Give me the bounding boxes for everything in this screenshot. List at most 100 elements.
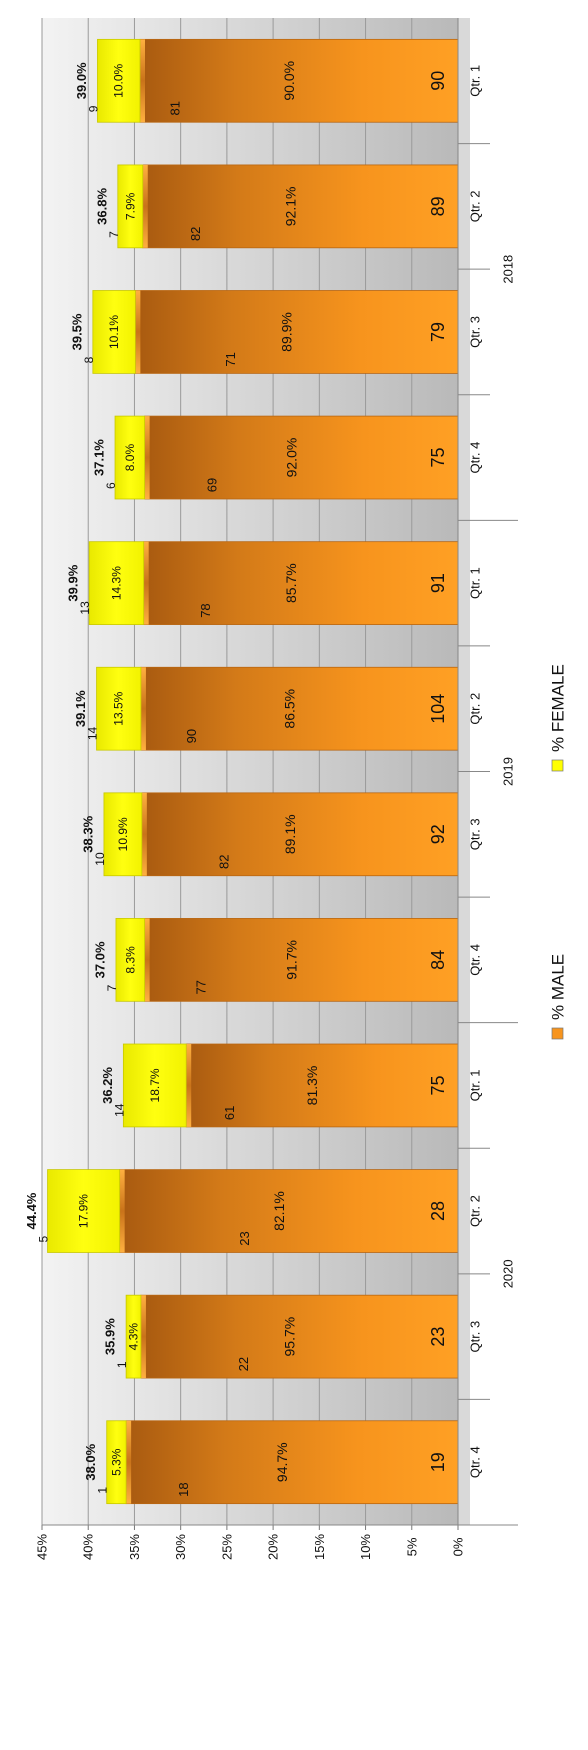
extra-label: 78 [198,603,213,617]
bar-male-cap [139,39,145,123]
bars-layer [47,38,459,1505]
bar-female [115,918,146,1002]
male-count-label: 75 [428,448,448,468]
bar-female [117,164,144,249]
bar-male-cap [144,918,150,1002]
female-count-label: 1 [115,1361,129,1368]
female-pct-label: 4.3% [127,1323,141,1351]
extra-label: 81 [168,101,183,115]
extra-label: 69 [205,478,220,492]
total-label: 36.2% [100,1067,115,1104]
bar-male [185,1043,459,1128]
female-pct-label: 17.9% [77,1194,91,1228]
bar-male-cap [142,164,148,248]
female-pct-label: 8.0% [123,444,137,472]
bar-male-cap [140,667,146,751]
female-pct-label: 10.0% [112,63,126,97]
male-count-label: 79 [428,322,448,342]
quarter-label: Qtr. 3 [468,316,483,348]
male-pct-label: 90.0% [281,61,297,101]
plot-layer [41,18,470,1525]
bar-male [125,1420,459,1505]
total-label: 39.5% [69,313,84,350]
total-label: 38.3% [80,815,95,852]
male-count-label: 92 [428,824,448,844]
quarter-label: Qtr. 2 [468,693,483,725]
male-pct-label: 92.0% [283,438,299,478]
bar-male-cap [135,290,141,374]
total-label: 36.8% [94,188,109,225]
total-label: 44.4% [24,1192,39,1229]
extra-label: 77 [194,980,209,994]
female-count-label: 8 [82,356,96,363]
male-count-label: 28 [428,1201,448,1221]
y-tick-label: 10% [358,1534,373,1560]
female-count-label: 7 [107,231,121,238]
extra-label: 82 [217,854,232,868]
y-tick-label: 40% [81,1534,96,1560]
total-label: 37.1% [92,439,107,476]
male-count-label: 104 [428,694,448,724]
extra-label: 90 [184,729,199,743]
legend-swatch [551,759,564,772]
male-pct-label: 89.9% [279,312,295,352]
bar-male [140,1294,459,1379]
female-count-label: 13 [78,601,92,615]
bar-female [125,1294,142,1379]
female-count-label: 14 [86,726,100,740]
quarter-label: Qtr. 3 [468,1321,483,1353]
y-tick-label: 35% [127,1534,142,1560]
female-count-label: 10 [93,852,107,866]
male-pct-label: 94.7% [274,1442,290,1482]
total-label: 39.1% [73,690,88,727]
extra-label: 82 [188,227,203,241]
extra-label: 71 [223,352,238,366]
male-count-label: 91 [428,573,448,593]
bar-male-cap [140,1295,146,1379]
bar-male [119,1169,459,1253]
female-pct-label: 14.3% [109,566,123,600]
female-pct-label: 7.9% [123,192,137,220]
female-pct-label: 18.7% [148,1068,162,1102]
female-pct-label: 5.3% [109,1448,123,1476]
male-pct-label: 85.7% [283,563,299,603]
legend-swatch [551,1027,564,1040]
male-count-label: 90 [428,71,448,91]
extra-label: 22 [236,1357,251,1371]
bar-male [141,792,459,877]
y-tick-label: 30% [173,1534,188,1560]
bar-male-cap [186,1044,192,1127]
female-pct-label: 10.1% [107,315,121,349]
bar-female [114,415,146,500]
bar-female [47,1169,121,1253]
bar-male-cap [119,1169,125,1253]
male-count-label: 23 [428,1327,448,1347]
quarter-label: Qtr. 3 [468,818,483,850]
quarter-label: Qtr. 1 [468,1070,483,1102]
y-tick-label: 0% [451,1537,466,1556]
legend-label: % FEMALE [549,664,568,752]
female-count-label: 14 [112,1103,126,1117]
quarter-label: Qtr. 2 [468,190,483,222]
male-pct-label: 95.7% [281,1317,297,1357]
male-count-label: 89 [428,196,448,216]
bar-female [122,1043,187,1128]
y-tick-label: 20% [266,1534,281,1560]
y-tick-label: 45% [35,1534,50,1560]
male-pct-label: 92.1% [282,187,298,227]
bar-female [96,666,142,751]
total-label: 38.0% [83,1443,98,1480]
male-pct-label: 91.7% [283,940,299,980]
bar-male [143,541,459,625]
year-label: 2020 [501,1259,516,1288]
bar-female [88,541,145,625]
total-label: 37.0% [92,941,107,978]
legend-label: % MALE [549,954,568,1020]
bar-female [92,290,136,374]
extra-label: 61 [222,1106,237,1120]
bar-male [144,918,459,1002]
quarter-label: Qtr. 4 [468,1446,483,1478]
y-tick-label: 25% [219,1534,234,1560]
male-pct-label: 81.3% [304,1066,320,1106]
